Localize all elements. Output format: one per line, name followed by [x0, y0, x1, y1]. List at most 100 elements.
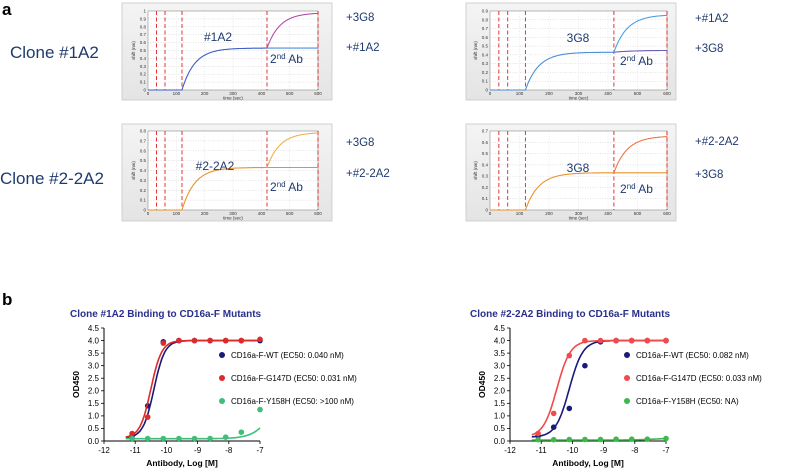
- y-tick-label: 0: [143, 88, 146, 93]
- x-tick-label: 500: [286, 91, 294, 96]
- x-tick-label: 600: [314, 91, 322, 96]
- data-point: [176, 337, 182, 344]
- y-tick-label: 0.3: [140, 64, 147, 69]
- data-point: [222, 434, 229, 441]
- x-axis-label: Antibody, Log [M]: [146, 458, 218, 468]
- y-tick-label: 0.6: [140, 148, 147, 153]
- y-axis-label: shift (nm): [131, 161, 136, 180]
- data-point: [176, 435, 182, 442]
- data-point: [207, 337, 213, 344]
- legend-marker: [219, 352, 225, 358]
- data-point: [582, 362, 588, 369]
- legend-marker: [219, 398, 225, 404]
- y-tick-label: 4.5: [494, 324, 506, 333]
- data-point: [257, 336, 263, 343]
- bottom-curve-label: +#1A2: [346, 42, 380, 54]
- x-tick-label: 400: [604, 211, 612, 216]
- y-tick-label: 3.5: [494, 349, 506, 358]
- data-point: [160, 340, 167, 346]
- data-point: [613, 436, 619, 443]
- y-tick-label: 0.4: [482, 162, 489, 167]
- y-tick-label: 0.3: [482, 61, 489, 66]
- data-point: [597, 436, 604, 443]
- y-tick-label: 0.1: [140, 80, 147, 85]
- y-axis-label: shift (nm): [473, 41, 478, 60]
- y-tick-label: 0.8: [482, 17, 489, 22]
- x-tick-label: 600: [314, 211, 322, 216]
- data-point: [597, 337, 604, 344]
- y-tick-label: 0.7: [482, 26, 489, 31]
- x-tick-label: 600: [663, 91, 671, 96]
- y-tick-label: 0.8: [140, 129, 147, 134]
- y-tick-label: 0: [485, 208, 488, 213]
- x-axis-label: time (sec): [223, 216, 243, 221]
- data-point: [535, 430, 541, 437]
- y-tick-label: 0.8: [140, 24, 147, 29]
- panel-letter-b: b: [2, 290, 12, 309]
- y-tick-label: 0.6: [482, 35, 489, 40]
- data-point: [191, 435, 198, 442]
- y-tick-label: 0.7: [140, 32, 147, 37]
- y-tick-label: 0.4: [140, 168, 147, 173]
- x-tick-label: -10: [567, 446, 579, 455]
- y-tick-label: 0.7: [482, 129, 489, 134]
- data-point: [160, 435, 167, 442]
- y-tick-label: 0.7: [140, 138, 147, 143]
- y-axis-label: shift (nm): [473, 161, 478, 180]
- legend-marker: [624, 352, 630, 358]
- y-tick-label: 0.6: [140, 40, 147, 45]
- x-tick-label: -12: [504, 446, 516, 455]
- second-antibody-label: 2nd Ab: [620, 54, 653, 68]
- x-tick-label: 300: [575, 211, 583, 216]
- x-axis-label: time (sec): [223, 96, 243, 101]
- data-point: [663, 435, 669, 442]
- sensorgram-plot-4: 0 0.1 0.2 0.3 0.4 0.5 0.6 0.7 0 100 200 300 400 500 60…: [465, 123, 739, 222]
- data-point: [129, 430, 135, 437]
- x-tick-label: -8: [631, 446, 639, 455]
- x-tick-label: 0: [147, 91, 150, 96]
- x-tick-label: -8: [225, 446, 233, 455]
- binding-chart-1: Clone #1A2 Binding to CD16a-F Mutants 0.0…: [70, 309, 357, 468]
- sensorgram-plot-3: 0 0.1 0.2 0.3 0.4 0.5 0.6 0.7 0.8 0 100 200 300 400 50…: [0, 123, 390, 222]
- y-tick-label: 0.9: [482, 9, 489, 14]
- x-tick-label: 500: [634, 211, 642, 216]
- sensorgram-second-ab-high-curve: [613, 136, 668, 173]
- x-tick-label: 200: [545, 91, 553, 96]
- x-tick-label: -9: [600, 446, 608, 455]
- y-tick-label: 0.5: [482, 44, 489, 49]
- x-tick-label: -9: [194, 446, 202, 455]
- y-tick-label: 0.3: [140, 178, 147, 183]
- y-tick-label: 3.5: [88, 349, 100, 358]
- first-antibody-label: #1A2: [204, 30, 232, 44]
- top-curve-label: +#2-2A2: [695, 136, 739, 148]
- y-axis-label: OD450: [71, 371, 81, 398]
- y-tick-label: 0: [143, 208, 146, 213]
- y-tick-label: 3.0: [88, 361, 100, 370]
- legend-label: CD16a-F-Y158H (EC50: NA): [636, 397, 739, 406]
- y-tick-label: 0.2: [140, 188, 147, 193]
- x-tick-label: 0: [489, 211, 492, 216]
- data-point: [613, 337, 619, 344]
- legend-marker: [624, 375, 630, 381]
- data-point: [582, 337, 588, 344]
- y-tick-label: 0.1: [140, 198, 147, 203]
- y-tick-label: 0.4: [140, 56, 147, 61]
- sensorgram-plot-1: 0 0.1 0.2 0.3 0.4 0.5 0.6 0.7 0.8 0.9 1 0 100 200 300 4…: [10, 2, 380, 101]
- sensorgram-association-curve: [490, 172, 614, 211]
- y-tick-label: 4.5: [88, 324, 100, 333]
- second-antibody-label: 2nd Ab: [270, 52, 303, 66]
- x-tick-label: 300: [229, 211, 237, 216]
- data-point: [535, 436, 541, 443]
- data-point: [566, 436, 573, 443]
- sensorgram-second-ab-low-curve: [613, 49, 667, 53]
- sensorgram-association-curve: [490, 51, 614, 91]
- top-curve-label: +#1A2: [695, 13, 729, 25]
- x-tick-label: 100: [516, 91, 524, 96]
- y-tick-label: 4.0: [88, 336, 100, 345]
- y-axis-label: OD450: [477, 371, 487, 398]
- y-tick-label: 3.0: [494, 361, 506, 370]
- sensorgram-second-ab-high-curve: [266, 132, 318, 168]
- x-tick-label: 300: [229, 91, 237, 96]
- y-tick-label: 0.5: [140, 48, 147, 53]
